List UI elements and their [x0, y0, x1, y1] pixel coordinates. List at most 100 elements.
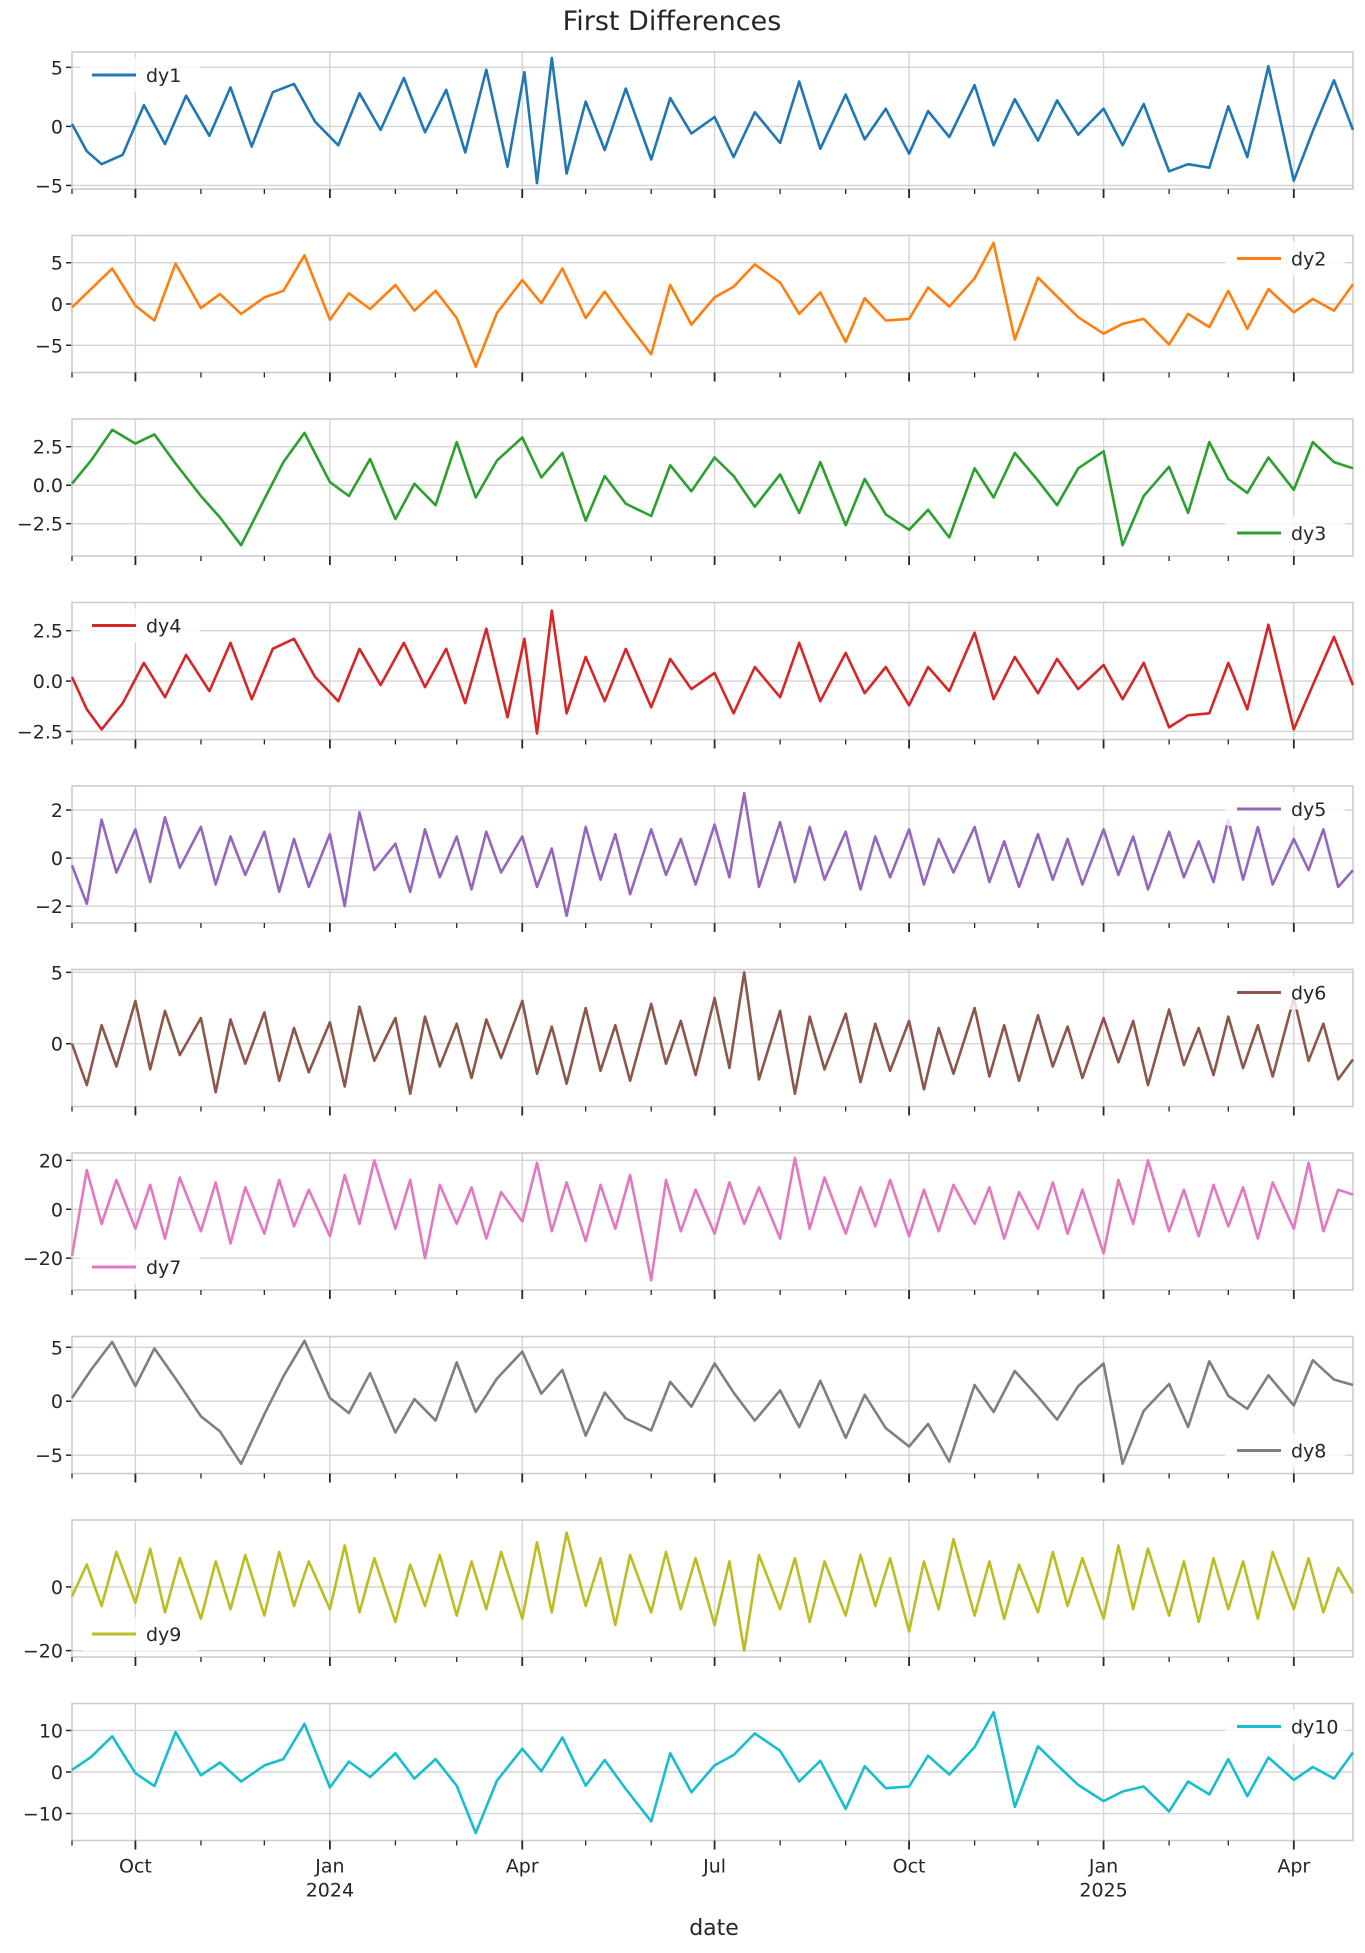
series-line-dy8 [70, 1339, 1354, 1466]
x-tick-label: Oct [119, 1856, 152, 1878]
panel-dy3: −2.5 0.0 2.5 dy3 [17, 418, 1354, 565]
legend-label: dy8 [1291, 1441, 1326, 1463]
legend-label: dy10 [1291, 1717, 1338, 1739]
legend-dy1: dy1 [80, 58, 200, 92]
x-tick-label: Jul [702, 1856, 726, 1878]
legend-box [80, 58, 200, 92]
legend-dy8: dy8 [1225, 1433, 1345, 1468]
series-line-dy10 [71, 1710, 1355, 1835]
y-tick-label: 10 [39, 1720, 63, 1742]
legend-box [1225, 241, 1345, 276]
y-tick-label: −2 [35, 896, 63, 918]
legend-dy9: dy9 [80, 1617, 200, 1651]
legend-label: dy1 [146, 65, 181, 87]
series-line-dy2 [71, 241, 1355, 369]
series-line-dy6 [70, 971, 1355, 1095]
panel-dy10: −10 0 10 dy10 [23, 1702, 1355, 1850]
legend-dy4: dy4 [80, 608, 200, 643]
panel-dy2: −5 0 5 dy2 [35, 234, 1355, 382]
y-tick-label: 0.0 [33, 475, 63, 497]
series-line-dy3 [70, 428, 1354, 547]
x-tick-label: Apr [506, 1856, 539, 1878]
panel-dy6: 0 5 dy6 [51, 962, 1355, 1116]
legend-box [80, 1617, 200, 1651]
series-line-dy9 [70, 1531, 1355, 1652]
legend-label: dy2 [1291, 249, 1326, 271]
y-tick-label: −5 [35, 1445, 63, 1467]
panel-frame [71, 968, 1354, 1108]
legend-dy10: dy10 [1225, 1709, 1345, 1744]
panel-frame [71, 785, 1354, 924]
panel-dy1: −5 0 5 dy1 [35, 51, 1355, 198]
y-tick-label: −20 [23, 1248, 63, 1270]
y-tick-label: 0 [51, 1199, 63, 1221]
y-tick-label: −20 [23, 1641, 63, 1663]
y-tick-label: 0 [51, 1577, 63, 1599]
y-tick-label: −5 [35, 335, 63, 357]
y-tick-label: 0.0 [33, 671, 63, 693]
panel-frame [71, 601, 1354, 741]
y-tick-label: 0 [51, 116, 63, 138]
legend-box [80, 608, 200, 643]
legend-label: dy6 [1291, 983, 1326, 1005]
panel-frame [71, 1702, 1354, 1842]
panel-dy7: −20 0 20 dy7 [23, 1150, 1354, 1299]
panel-frame [71, 1519, 1354, 1658]
y-tick-label: −2.5 [17, 514, 63, 536]
legend-label: dy7 [146, 1257, 181, 1279]
legend-box [1225, 1709, 1345, 1744]
panels-group: −5 0 5 dy1 −5 0 5 dy2 −2.5 0.0 2.5 dy3 −2.5 0.0 2.5 dy4… [17, 51, 1355, 1850]
y-tick-label: 2.5 [33, 621, 63, 643]
y-tick-label: 5 [51, 253, 63, 275]
y-tick-label: 0 [51, 848, 63, 870]
x-axis-title: date [689, 1916, 739, 1941]
y-tick-label: −5 [35, 175, 63, 197]
x-tick-label: Jan [1088, 1856, 1118, 1878]
y-tick-label: 0 [51, 294, 63, 316]
x-tick-label: Oct [893, 1856, 926, 1878]
y-tick-label: 5 [51, 962, 63, 984]
legend-box [1225, 1433, 1345, 1468]
panel-frame [71, 1152, 1354, 1291]
series-line-dy5 [70, 791, 1354, 918]
y-tick-label: 5 [51, 57, 63, 79]
panel-frame [71, 234, 1354, 374]
y-tick-label: −2.5 [17, 721, 63, 743]
y-tick-label: 5 [51, 1337, 63, 1359]
legend-label: dy4 [146, 616, 181, 638]
y-tick-label: 2.5 [33, 437, 63, 459]
panel-dy9: −20 0 dy9 [23, 1519, 1355, 1666]
y-tick-label: 0 [51, 1391, 63, 1413]
x-tick-label: Apr [1277, 1856, 1310, 1878]
legend-label: dy3 [1291, 523, 1326, 545]
panel-dy5: −2 0 2 dy5 [35, 785, 1354, 932]
panel-frame [71, 51, 1354, 190]
x-tick-label: Jan [314, 1856, 344, 1878]
legend-dy5: dy5 [1225, 792, 1345, 826]
legend-box [1225, 516, 1345, 550]
panel-frame [71, 1335, 1354, 1475]
legend-box [1225, 975, 1345, 1010]
legend-label: dy9 [146, 1624, 181, 1646]
legend-dy2: dy2 [1225, 241, 1345, 276]
y-tick-label: 0 [51, 1762, 63, 1784]
x-tick-sublabel: 2024 [306, 1880, 354, 1902]
y-tick-label: 0 [51, 1034, 63, 1056]
y-tick-label: 2 [51, 800, 63, 822]
panel-dy8: −5 0 5 dy8 [35, 1335, 1354, 1483]
legend-dy7: dy7 [80, 1250, 200, 1284]
y-tick-label: 20 [39, 1150, 63, 1172]
panel-dy4: −2.5 0.0 2.5 dy4 [17, 601, 1355, 749]
y-tick-label: −10 [23, 1804, 63, 1826]
chart-title: First Differences [563, 6, 782, 37]
legend-box [1225, 792, 1345, 826]
panel-frame [71, 418, 1354, 557]
legend-box [80, 1250, 200, 1284]
series-line-dy7 [70, 1156, 1354, 1282]
legend-label: dy5 [1291, 799, 1326, 821]
x-tick-sublabel: 2025 [1079, 1880, 1127, 1902]
legend-dy3: dy3 [1225, 516, 1345, 550]
series-line-dy1 [70, 56, 1355, 185]
